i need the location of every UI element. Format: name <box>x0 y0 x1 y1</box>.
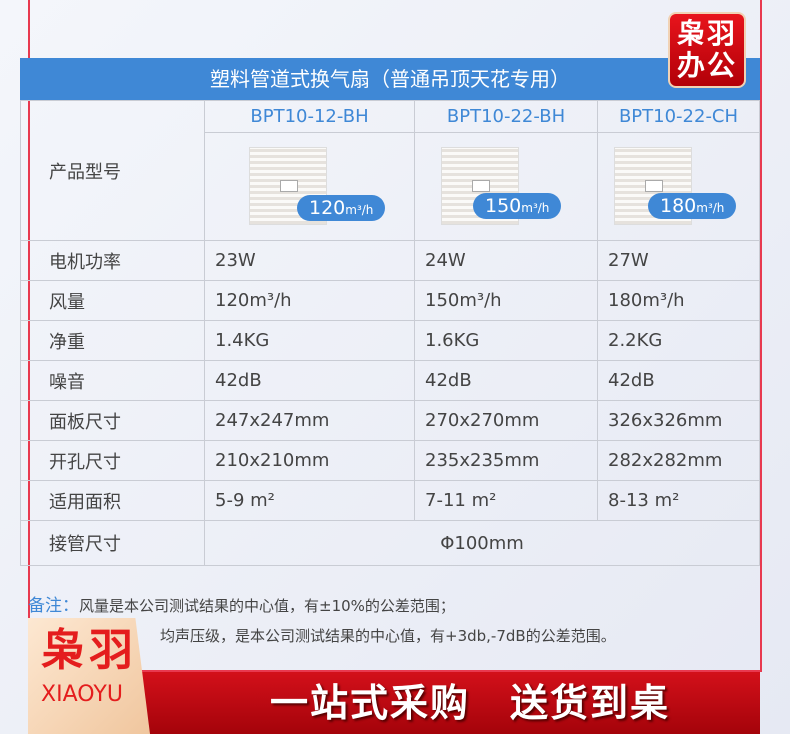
brand-logo: 枭羽 XIAOYU <box>28 618 150 734</box>
spec-value: 120m³/h <box>204 280 415 321</box>
flow-unit: m³/h <box>696 201 725 215</box>
note-text: 风量是本公司测试结果的中心值，有±10%的公差范围； <box>79 597 455 615</box>
spec-value: 247x247mm <box>204 400 415 441</box>
flow-badge: 180m³/h <box>648 193 737 219</box>
table-row: 接管尺寸 Φ100mm <box>20 520 760 566</box>
promo-banner: 一站式采购 送货到桌 <box>28 672 760 734</box>
row-label: 风量 <box>20 280 205 321</box>
spec-value: 8-13 m² <box>597 480 760 521</box>
note-prefix: 备注： <box>28 596 79 616</box>
product-image-cell: 180m³/h <box>597 132 760 241</box>
spec-table: 产品型号 BPT10-12-BH BPT10-22-BH BPT10-22-CH… <box>20 100 760 566</box>
spec-value: 24W <box>414 240 598 281</box>
spec-value: 42dB <box>597 360 760 401</box>
spec-value: 282x282mm <box>597 440 760 481</box>
logo-en: XIAOYU <box>41 682 123 707</box>
row-label: 接管尺寸 <box>20 520 205 566</box>
flow-number: 120 <box>309 197 346 219</box>
spec-value: 23W <box>204 240 415 281</box>
flow-badge: 120m³/h <box>297 195 386 221</box>
row-label: 适用面积 <box>20 480 205 521</box>
row-label: 开孔尺寸 <box>20 440 205 481</box>
logo-cn: 枭羽 <box>41 625 137 676</box>
spec-value: 150m³/h <box>414 280 598 321</box>
table-title: 塑料管道式换气扇（普通吊顶天花专用） <box>20 58 760 100</box>
spec-value: 270x270mm <box>414 400 598 441</box>
table-row: 适用面积 5-9 m² 7-11 m² 8-13 m² <box>20 480 760 521</box>
table-row: 产品型号 BPT10-12-BH BPT10-22-BH BPT10-22-CH <box>20 100 760 241</box>
spec-value: 235x235mm <box>414 440 598 481</box>
table-row: 风量 120m³/h 150m³/h 180m³/h <box>20 280 760 321</box>
brand-badge-line1: 枭羽 <box>676 17 737 50</box>
spec-value: 1.6KG <box>414 320 598 361</box>
row-label: 产品型号 <box>20 100 205 241</box>
model-name: BPT10-12-BH <box>204 100 415 133</box>
spec-value: 42dB <box>414 360 598 401</box>
spec-value: 1.4KG <box>204 320 415 361</box>
product-image-cell: 150m³/h <box>414 132 598 241</box>
row-label: 净重 <box>20 320 205 361</box>
row-label: 电机功率 <box>20 240 205 281</box>
model-name: BPT10-22-BH <box>414 100 598 133</box>
brand-badge-line2: 办公 <box>676 49 737 82</box>
table-row: 120m³/h 150m³/h 180m³/h <box>21 132 760 241</box>
spec-value: 42dB <box>204 360 415 401</box>
flow-unit: m³/h <box>521 201 550 215</box>
product-image-cell: 120m³/h <box>204 132 415 241</box>
spec-value: 326x326mm <box>597 400 760 441</box>
spec-value: 7-11 m² <box>414 480 598 521</box>
note-line-1: 备注：风量是本公司测试结果的中心值，有±10%的公差范围； <box>28 591 455 616</box>
note-line-2: 均声压级，是本公司测试结果的中心值，有+3db,-7dB的公差范围。 <box>160 627 616 645</box>
pipe-size: Φ100mm <box>204 520 760 566</box>
table-row: 噪音 42dB 42dB 42dB <box>20 360 760 401</box>
flow-badge: 150m³/h <box>473 193 562 219</box>
flow-number: 150 <box>485 195 522 217</box>
row-label: 噪音 <box>20 360 205 401</box>
fan-image <box>249 147 327 225</box>
spec-value: 2.2KG <box>597 320 760 361</box>
row-label: 面板尺寸 <box>20 400 205 441</box>
spec-value: 5-9 m² <box>204 480 415 521</box>
flow-unit: m³/h <box>345 203 374 217</box>
spec-value: 210x210mm <box>204 440 415 481</box>
brand-badge: 枭羽 办公 <box>668 12 746 88</box>
table-row: 电机功率 23W 24W 27W <box>20 240 760 281</box>
model-name: BPT10-22-CH <box>597 100 760 133</box>
spec-value: 27W <box>597 240 760 281</box>
table-row: 净重 1.4KG 1.6KG 2.2KG <box>20 320 760 361</box>
spec-value: 180m³/h <box>597 280 760 321</box>
table-row: 开孔尺寸 210x210mm 235x235mm 282x282mm <box>20 440 760 481</box>
flow-number: 180 <box>660 195 697 217</box>
table-row: 面板尺寸 247x247mm 270x270mm 326x326mm <box>20 400 760 441</box>
